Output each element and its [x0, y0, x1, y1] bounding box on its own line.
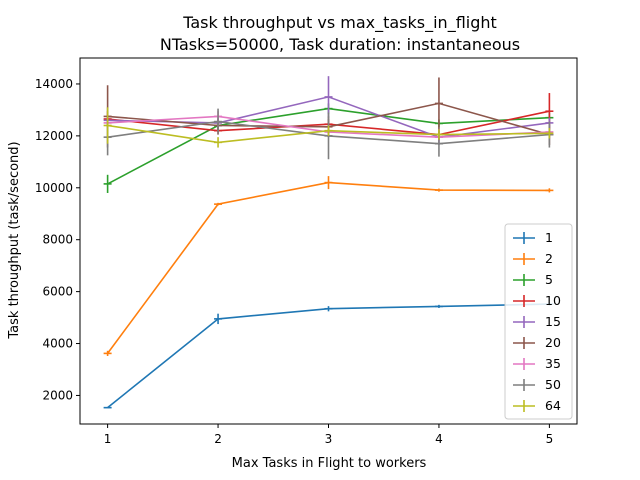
y-axis-label: Task throughput (task/second) — [7, 141, 22, 339]
legend-box — [504, 223, 573, 420]
legend-label-50: 50 — [545, 377, 561, 392]
series-line-1 — [107, 303, 550, 409]
legend-entry-1: 1 — [513, 230, 553, 245]
legend-label-10: 10 — [545, 293, 561, 308]
x-tick-label-4: 4 — [435, 432, 443, 446]
series-1 — [103, 302, 554, 409]
y-tick-label-10000: 10000 — [35, 181, 73, 195]
legend: 1 2 5 10 15 20 35 50 64 — [504, 223, 573, 420]
legend-label-20: 20 — [545, 335, 561, 350]
y-tick-label-4000: 4000 — [42, 337, 73, 351]
legend-entry-2: 2 — [513, 251, 553, 266]
legend-label-5: 5 — [545, 272, 553, 287]
legend-entry-64: 64 — [513, 398, 561, 413]
legend-entry-20: 20 — [513, 335, 561, 350]
legend-entry-35: 35 — [513, 356, 561, 371]
y-tick-label-12000: 12000 — [35, 129, 73, 143]
legend-label-64: 64 — [545, 398, 561, 413]
legend-label-2: 2 — [545, 251, 553, 266]
x-tick-label-1: 1 — [104, 432, 112, 446]
legend-entry-5: 5 — [513, 272, 553, 287]
series-line-2 — [106, 181, 550, 354]
legend-label-15: 15 — [545, 314, 561, 329]
legend-label-1: 1 — [545, 230, 553, 245]
series-2 — [103, 176, 554, 356]
legend-entry-10: 10 — [513, 293, 561, 308]
y-tick-label-2000: 2000 — [42, 388, 73, 402]
chart-subtitle: NTasks=50000, Task duration: instantaneo… — [160, 35, 520, 54]
chart-title: Task throughput vs max_tasks_in_flight — [182, 13, 497, 33]
x-tick-label-2: 2 — [214, 432, 222, 446]
series-64 — [103, 107, 554, 148]
legend-label-35: 35 — [545, 356, 561, 371]
y-tick-label-8000: 8000 — [42, 233, 73, 247]
legend-entry-15: 15 — [513, 314, 561, 329]
y-tick-label-14000: 14000 — [35, 77, 73, 91]
plot-area — [103, 76, 554, 409]
x-tick-label-5: 5 — [546, 432, 554, 446]
legend-entry-50: 50 — [513, 377, 561, 392]
x-axis-label: Max Tasks in Flight to workers — [232, 456, 427, 471]
axes: 1 2 3 4 5 2000 4000 6000 8000 10000 12000 14000 — [35, 57, 578, 446]
y-tick-label-6000: 6000 — [42, 285, 73, 299]
x-tick-label-3: 3 — [325, 432, 333, 446]
